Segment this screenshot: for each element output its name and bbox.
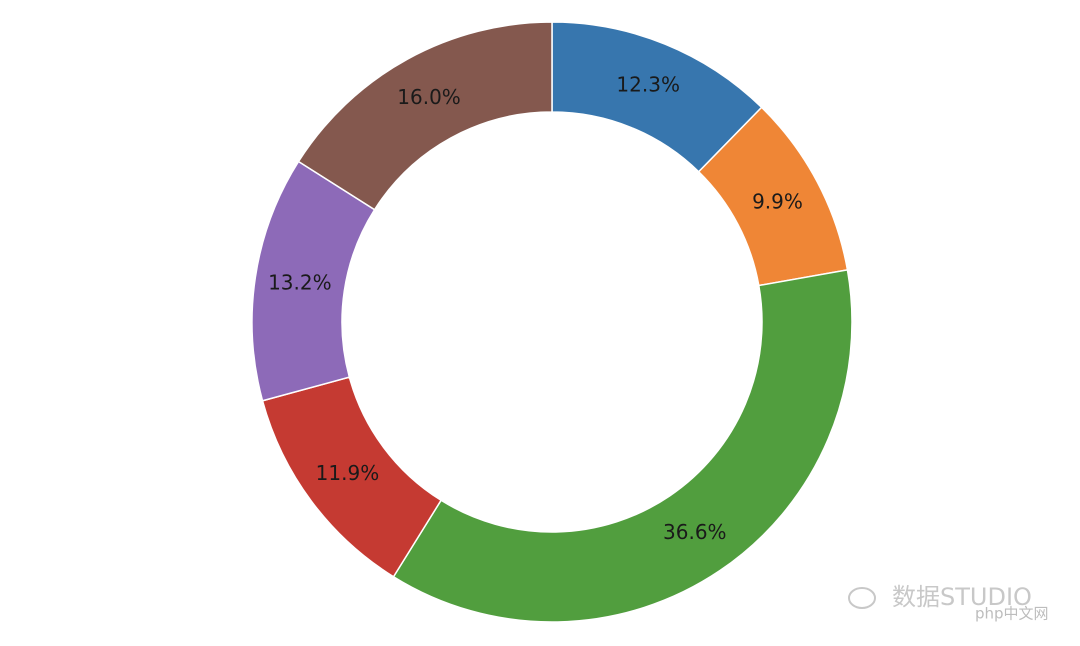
data-label: 36.6% (663, 520, 727, 544)
watermark-icon (848, 587, 876, 609)
donut-slice (297, 21, 553, 211)
donut-slice (392, 269, 853, 623)
watermark: 数据STUDIO php中文网 (848, 583, 1049, 623)
watermark-site: php中文网 (975, 605, 1049, 623)
watermark-text: 数据STUDIO (892, 583, 1032, 611)
data-label: 11.9% (316, 461, 380, 485)
data-label: 12.3% (616, 72, 680, 96)
data-label: 13.2% (268, 271, 332, 295)
data-label: 16.0% (397, 85, 461, 109)
data-label: 9.9% (752, 189, 803, 213)
